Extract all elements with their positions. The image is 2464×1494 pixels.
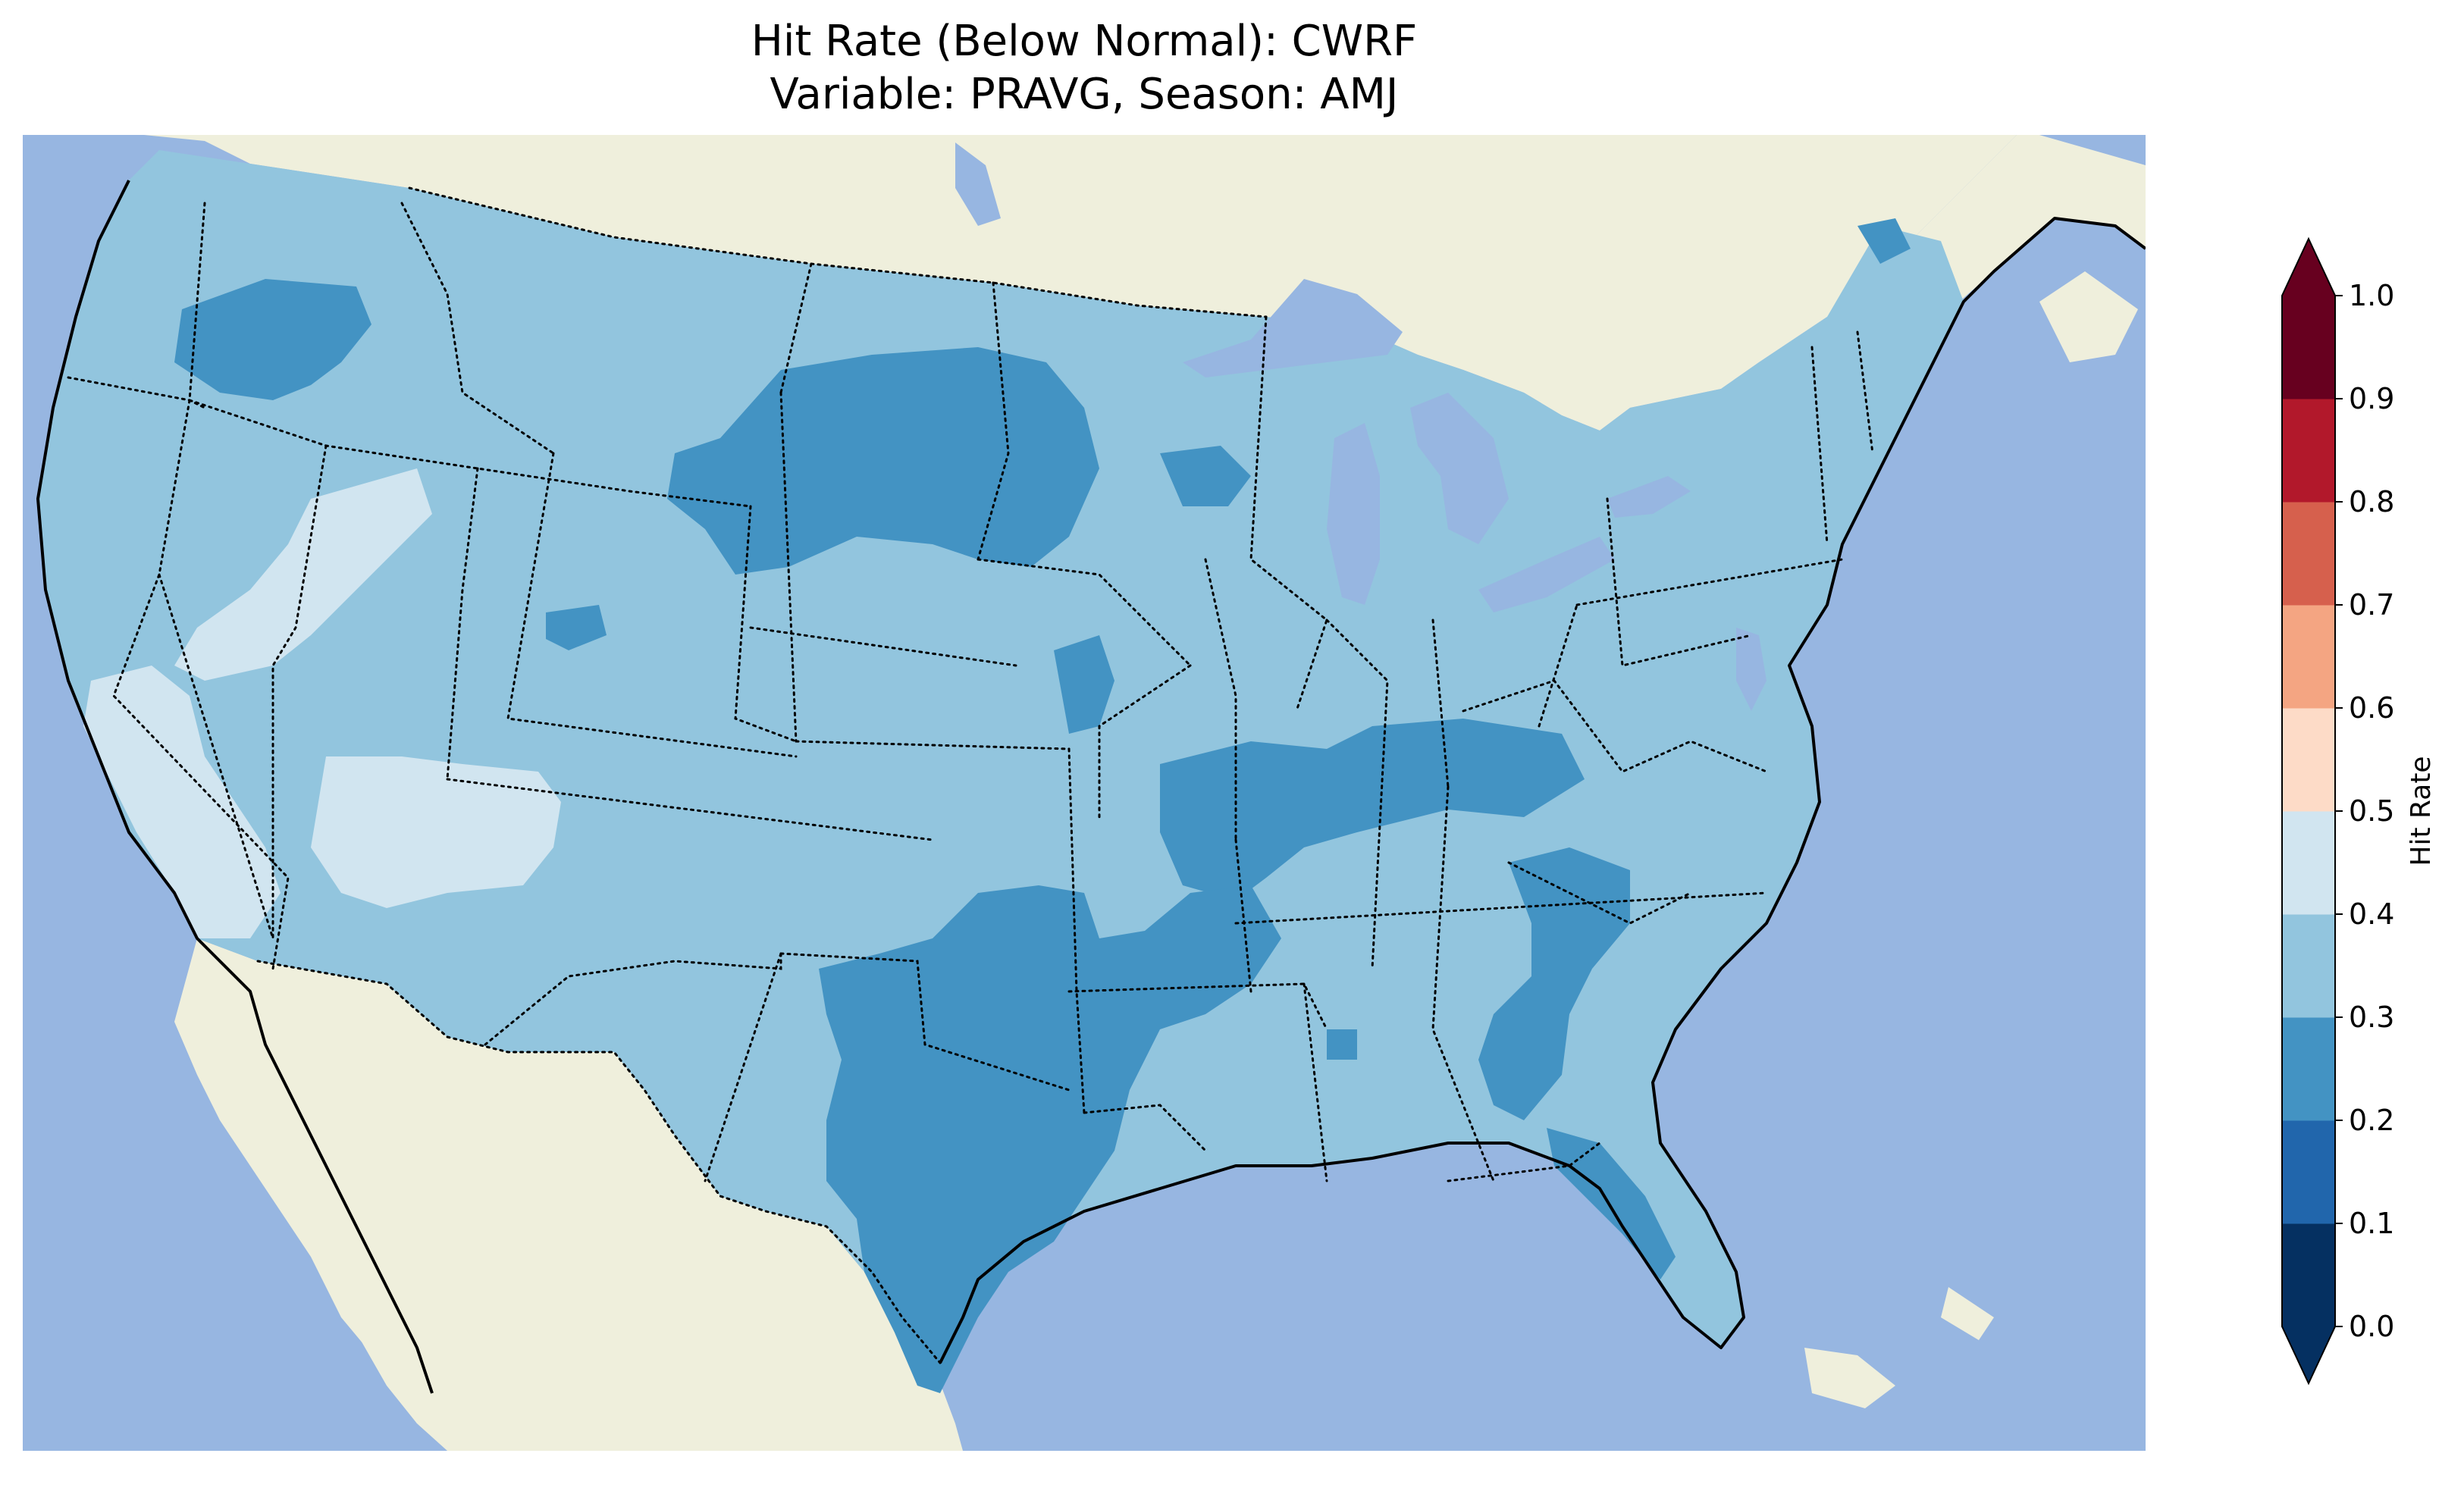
colorbar-tick-label: 1.0 <box>2349 279 2394 312</box>
lake-winnipeg <box>955 143 1001 226</box>
blob-florida <box>1547 1128 1676 1279</box>
lake-huron <box>1410 393 1509 544</box>
colorbar-extend-min <box>2282 1326 2335 1383</box>
title-line-2: Variable: PRAVG, Season: AMJ <box>770 70 1399 119</box>
colorbar-bin <box>2282 605 2335 709</box>
baja-land <box>201 961 432 1424</box>
colorbar-bin <box>2282 296 2335 399</box>
lake-ontario <box>1607 476 1691 518</box>
blob-minnesota <box>1160 446 1251 506</box>
cuba-land <box>1804 1348 1895 1408</box>
lake-erie <box>1478 537 1615 612</box>
map-svg <box>23 135 2146 1451</box>
colorbar-tick-label: 0.6 <box>2349 691 2394 725</box>
colorbar-bin <box>2282 1017 2335 1121</box>
colorbar: 0.0 0.1 0.2 0.3 0.4 0.5 0.6 0.7 0.8 0.9 1.0 Hit Rat… <box>2274 227 2441 1395</box>
colorbar-tick-label: 0.3 <box>2349 1001 2394 1034</box>
colorbar-bin <box>2282 914 2335 1018</box>
colorbar-bin <box>2282 1120 2335 1224</box>
country-borders <box>256 186 1268 1364</box>
colorbar-extend-max <box>2282 239 2335 296</box>
map-panel <box>23 135 2146 1451</box>
chart-title: Hit Rate (Below Normal): CWRF Variable: … <box>23 15 2146 121</box>
newfoundland-land <box>2039 271 2138 362</box>
colorbar-tick-label: 0.5 <box>2349 794 2394 828</box>
blob-georgia <box>1478 847 1630 1120</box>
blob-california <box>83 666 281 938</box>
colorbar-tick-label: 0.2 <box>2349 1104 2394 1137</box>
blob-northern-plains <box>667 347 1099 575</box>
blob-mississippi <box>1327 1029 1357 1060</box>
colorbar-bin <box>2282 708 2335 812</box>
blob-oregon <box>174 279 371 400</box>
colorbar-tick-label: 0.1 <box>2349 1207 2394 1240</box>
title-line-1: Hit Rate (Below Normal): CWRF <box>751 17 1418 66</box>
blob-maine <box>1857 218 1911 264</box>
colorbar-tick-label: 0.4 <box>2349 897 2394 931</box>
colorbar-label: Hit Rate <box>2406 756 2437 866</box>
colorbar-svg: 0.0 0.1 0.2 0.3 0.4 0.5 0.6 0.7 0.8 0.9 1.0 Hit Rat… <box>2281 236 2437 1386</box>
blob-ozark-ohio-valley <box>1160 719 1585 900</box>
blob-arizona <box>311 756 561 908</box>
blob-wyoming <box>546 605 607 650</box>
colorbar-tick-label: 0.7 <box>2349 588 2394 622</box>
coastlines <box>36 180 2146 1394</box>
colorbar-tick-label: 0.9 <box>2349 382 2394 415</box>
colorbar-bin <box>2282 502 2335 606</box>
colorbar-bin <box>2282 399 2335 503</box>
blob-texas <box>819 885 1281 1393</box>
lake-superior <box>1183 279 1403 377</box>
colorbar-bin <box>2282 811 2335 915</box>
bahamas-land <box>1941 1287 1994 1340</box>
canada-land <box>144 135 2017 431</box>
colorbar-tick-label: 0.8 <box>2349 485 2394 518</box>
colorbar-tick-label: 0.0 <box>2349 1310 2394 1343</box>
state-boundaries <box>67 202 1874 1182</box>
colorbar-bin <box>2282 1223 2335 1327</box>
lake-michigan <box>1327 423 1380 605</box>
blob-great-basin <box>174 468 432 681</box>
chesapeake-bay <box>1736 628 1766 711</box>
blob-iowa-missouri <box>1054 635 1114 734</box>
